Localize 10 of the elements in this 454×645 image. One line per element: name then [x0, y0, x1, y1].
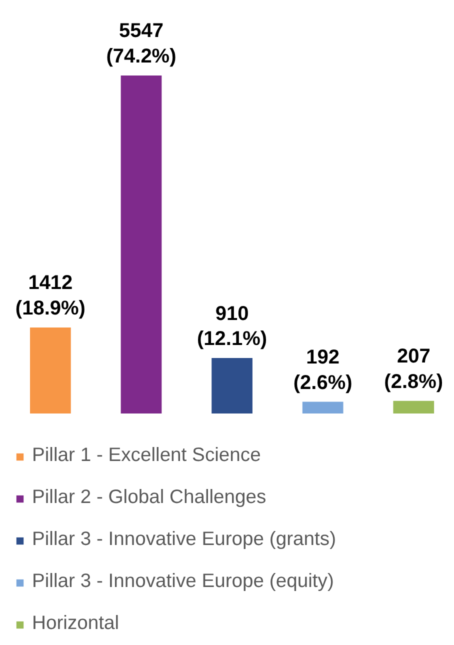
data-label: 5547 (74.2%) — [106, 20, 176, 68]
data-label: 1412 (18.9%) — [15, 272, 86, 320]
legend-label: Pillar 3 - Innovative Europe (grants) — [32, 529, 336, 551]
legend-label: Pillar 2 - Global Challenges — [32, 487, 266, 509]
data-label: 910 (12.1%) — [197, 302, 268, 350]
legend-label: Pillar 3 - Innovative Europe (equity) — [32, 571, 334, 593]
data-label: 192 (2.6%) — [293, 346, 352, 394]
data-label: 207 (2.8%) — [384, 346, 444, 393]
legend-label: Horizontal — [32, 613, 120, 635]
legend-label: Pillar 1 - Excellent Science — [32, 445, 261, 467]
